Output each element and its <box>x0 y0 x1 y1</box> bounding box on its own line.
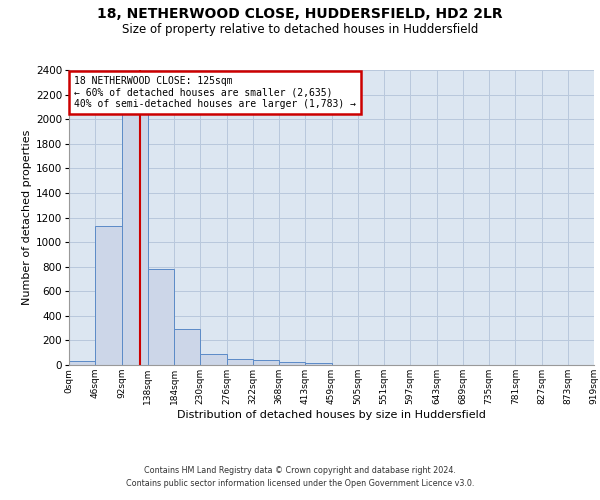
Bar <box>69 362 95 365</box>
Bar <box>95 226 121 365</box>
Text: 18, NETHERWOOD CLOSE, HUDDERSFIELD, HD2 2LR: 18, NETHERWOOD CLOSE, HUDDERSFIELD, HD2 … <box>97 8 503 22</box>
Bar <box>200 354 227 365</box>
Bar <box>253 360 279 365</box>
Bar <box>121 100 148 365</box>
Text: Size of property relative to detached houses in Huddersfield: Size of property relative to detached ho… <box>122 22 478 36</box>
Bar <box>305 363 331 365</box>
Bar <box>148 269 174 365</box>
Text: 18 NETHERWOOD CLOSE: 125sqm
← 60% of detached houses are smaller (2,635)
40% of : 18 NETHERWOOD CLOSE: 125sqm ← 60% of det… <box>74 76 356 109</box>
Text: Contains HM Land Registry data © Crown copyright and database right 2024.
Contai: Contains HM Land Registry data © Crown c… <box>126 466 474 487</box>
X-axis label: Distribution of detached houses by size in Huddersfield: Distribution of detached houses by size … <box>177 410 486 420</box>
Y-axis label: Number of detached properties: Number of detached properties <box>22 130 32 305</box>
Bar <box>174 330 200 365</box>
Bar <box>227 359 253 365</box>
Bar <box>279 362 305 365</box>
